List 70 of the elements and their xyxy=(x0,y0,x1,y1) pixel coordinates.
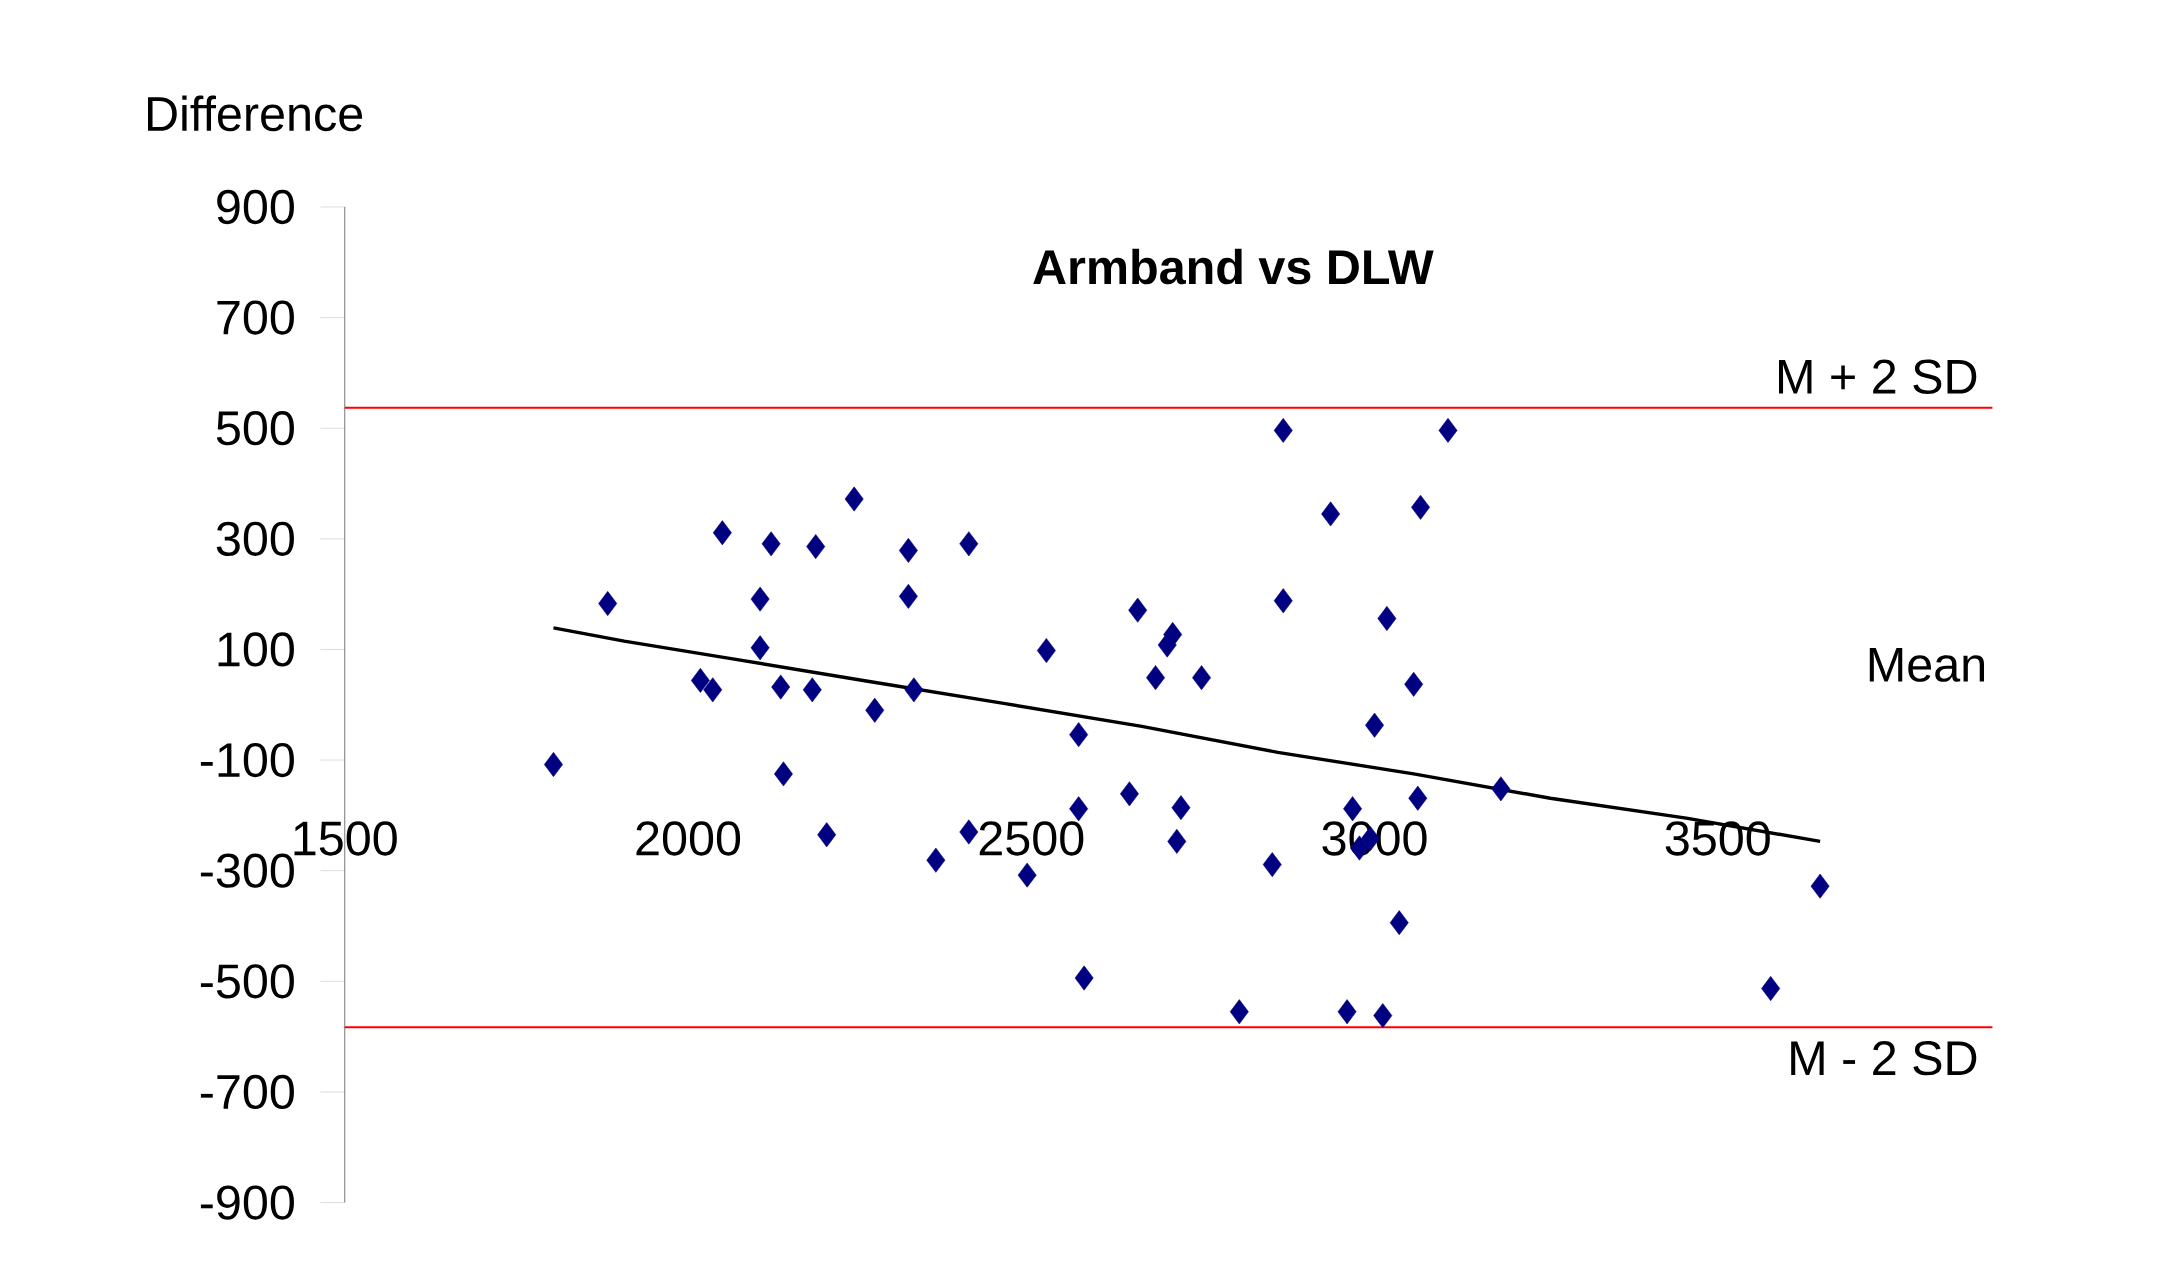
x-tick-label: 2500 xyxy=(979,821,1084,856)
ref-line-label: M + 2 SD xyxy=(1779,359,1977,394)
point xyxy=(1337,999,1357,1025)
point xyxy=(703,677,723,703)
y-tick-label: 500 xyxy=(216,410,294,446)
x-tick-label: 1500 xyxy=(294,821,397,856)
point xyxy=(1146,665,1165,690)
point xyxy=(1321,501,1341,527)
point xyxy=(1438,417,1458,443)
point xyxy=(1163,621,1183,647)
point xyxy=(1491,776,1511,802)
point xyxy=(774,761,793,787)
point xyxy=(1036,637,1056,663)
point xyxy=(1120,781,1139,807)
ref-line-label: M - 2 SD xyxy=(1791,1040,1977,1076)
point xyxy=(712,520,732,546)
point xyxy=(865,697,885,723)
point xyxy=(1377,605,1397,631)
point xyxy=(1408,785,1428,811)
point xyxy=(750,635,770,661)
point xyxy=(1810,873,1830,899)
point xyxy=(544,751,563,777)
point xyxy=(598,590,618,616)
annotation: Mean xyxy=(1869,647,1985,682)
point xyxy=(959,819,979,845)
point xyxy=(1074,965,1094,991)
y-tick-label: -700 xyxy=(200,1074,294,1109)
point xyxy=(1128,597,1148,623)
point xyxy=(771,674,791,700)
x-tick-label: 3500 xyxy=(1665,821,1770,856)
point xyxy=(844,486,864,512)
y-axis-title: Difference xyxy=(148,95,363,132)
point xyxy=(1229,999,1249,1025)
point xyxy=(1017,862,1037,888)
point xyxy=(1411,494,1430,520)
y-tick-label: 300 xyxy=(216,521,294,556)
point xyxy=(899,583,918,609)
point xyxy=(1761,975,1781,1001)
point xyxy=(817,822,837,848)
point xyxy=(690,667,710,693)
point xyxy=(761,531,781,557)
point xyxy=(806,534,826,559)
point xyxy=(750,586,770,612)
point xyxy=(1167,828,1187,854)
y-tick-label: 700 xyxy=(217,300,294,335)
y-tick-label: 900 xyxy=(217,189,294,224)
y-tick-label: -300 xyxy=(200,853,294,888)
point xyxy=(1192,665,1211,690)
point xyxy=(1069,722,1089,747)
point xyxy=(1069,796,1089,822)
y-tick-label: -500 xyxy=(200,964,294,999)
point xyxy=(1171,795,1191,820)
point xyxy=(1389,910,1409,936)
y-tick-label: -100 xyxy=(200,742,294,778)
point xyxy=(1404,671,1424,697)
point xyxy=(1273,417,1293,443)
y-tick-label: 100 xyxy=(218,632,294,667)
point xyxy=(1273,588,1293,614)
y-tick-label: -900 xyxy=(200,1185,294,1220)
point xyxy=(1343,796,1362,822)
point xyxy=(1262,852,1282,877)
point xyxy=(1373,1003,1393,1028)
point xyxy=(1365,712,1384,738)
point xyxy=(802,677,822,703)
text: Armband vs DLW xyxy=(1033,248,1434,285)
point xyxy=(959,531,979,557)
x-tick-label: 2000 xyxy=(636,821,741,856)
point xyxy=(899,537,918,563)
point xyxy=(904,677,924,703)
point xyxy=(926,847,946,873)
